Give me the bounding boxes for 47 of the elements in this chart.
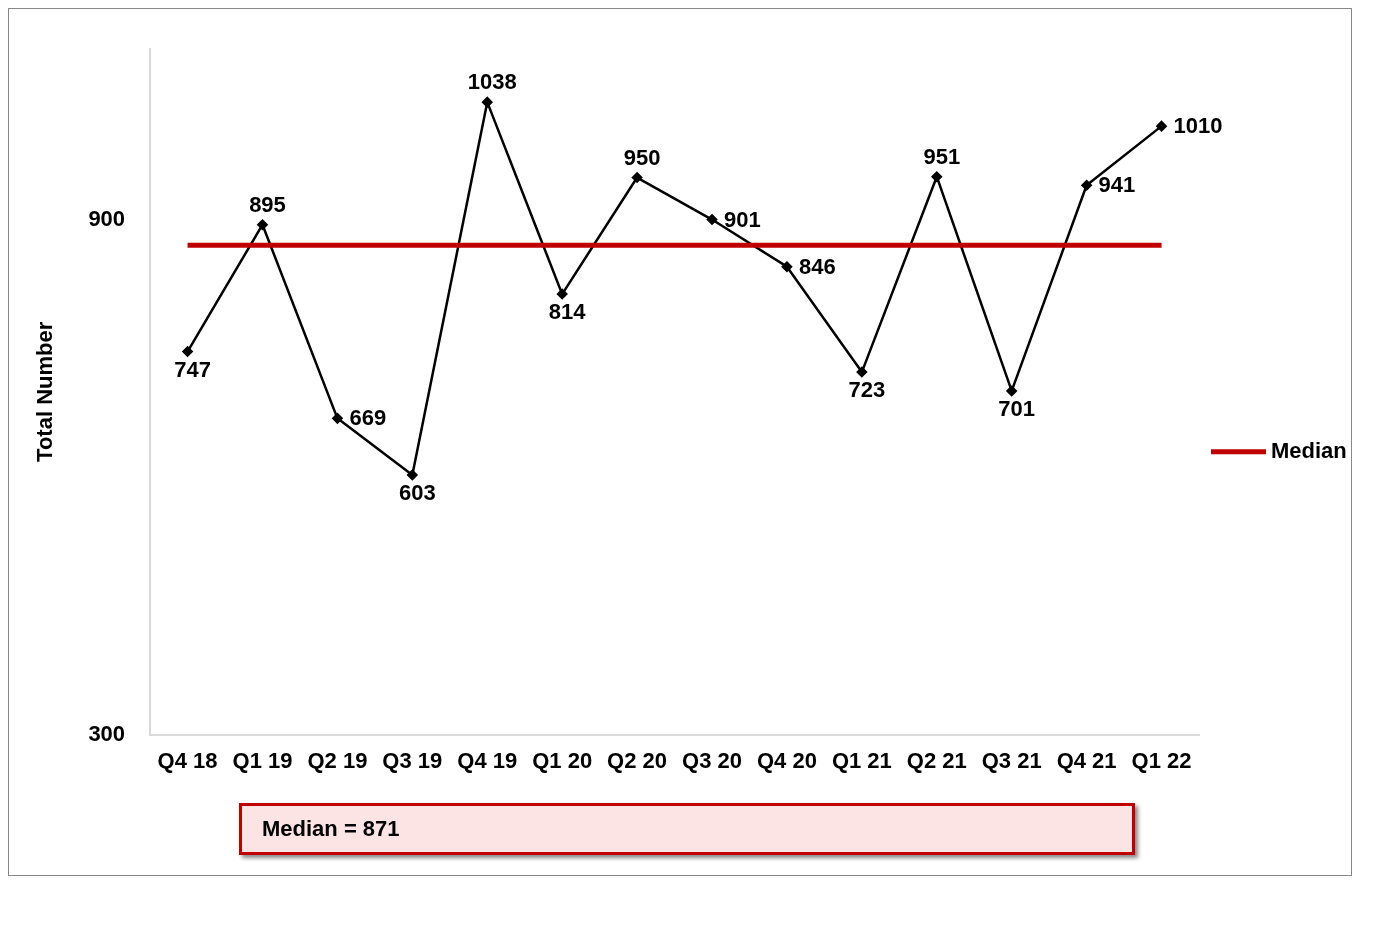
y-tick-label: 300: [88, 720, 126, 746]
data-label: 1010: [1173, 113, 1223, 139]
point: [1006, 385, 1017, 397]
data-label: 941: [1098, 172, 1136, 198]
y-tick-label: 900: [88, 206, 126, 232]
y-axis-title: Total Number: [32, 321, 58, 462]
x-tick-label: Q1 19: [232, 747, 293, 773]
data-label: 895: [249, 191, 286, 217]
data-label: 846: [798, 253, 836, 279]
x-tick-label: Q1 20: [532, 747, 593, 773]
text: Median = 871: [239, 803, 1135, 855]
point: [182, 346, 193, 357]
x-tick-label: Q3 20: [682, 747, 742, 773]
point: [931, 171, 943, 182]
x-tick-label: Q3 21: [981, 747, 1042, 773]
point: [1081, 180, 1092, 191]
data-label: 950: [623, 144, 661, 170]
x-tick-label: Q4 19: [457, 747, 518, 773]
point: [781, 261, 793, 272]
x-tick-label: Q4 18: [157, 747, 218, 773]
data-label: 901: [724, 206, 761, 232]
data-label: 669: [349, 405, 387, 431]
data-label: 723: [848, 377, 886, 403]
x-tick-label: Q2 20: [607, 747, 668, 773]
x-tick-label: Q1 21: [831, 747, 892, 773]
x-tick-label: Q4 21: [1056, 747, 1117, 773]
data-label: 1038: [467, 69, 517, 95]
point: [407, 469, 418, 481]
point: [706, 214, 718, 225]
point: [257, 219, 268, 230]
point: [332, 413, 343, 424]
point: [631, 172, 643, 183]
x-tick-label: Q4 20: [756, 747, 817, 773]
data-label: 951: [923, 143, 961, 169]
point: [482, 96, 493, 108]
x-tick-label: Q2 19: [307, 747, 368, 773]
data-label: 814: [548, 299, 587, 325]
x-tick-label: Q2 21: [906, 747, 967, 773]
data-label: 747: [174, 356, 211, 382]
legend-label: Median: [1271, 437, 1347, 463]
data-label: 603: [398, 479, 436, 505]
point: [1156, 120, 1167, 132]
point: [556, 288, 568, 300]
point: [856, 366, 868, 378]
data-label: 701: [998, 396, 1036, 422]
x-tick-label: Q1 22: [1131, 747, 1192, 773]
x-tick-label: Q3 19: [382, 747, 443, 773]
